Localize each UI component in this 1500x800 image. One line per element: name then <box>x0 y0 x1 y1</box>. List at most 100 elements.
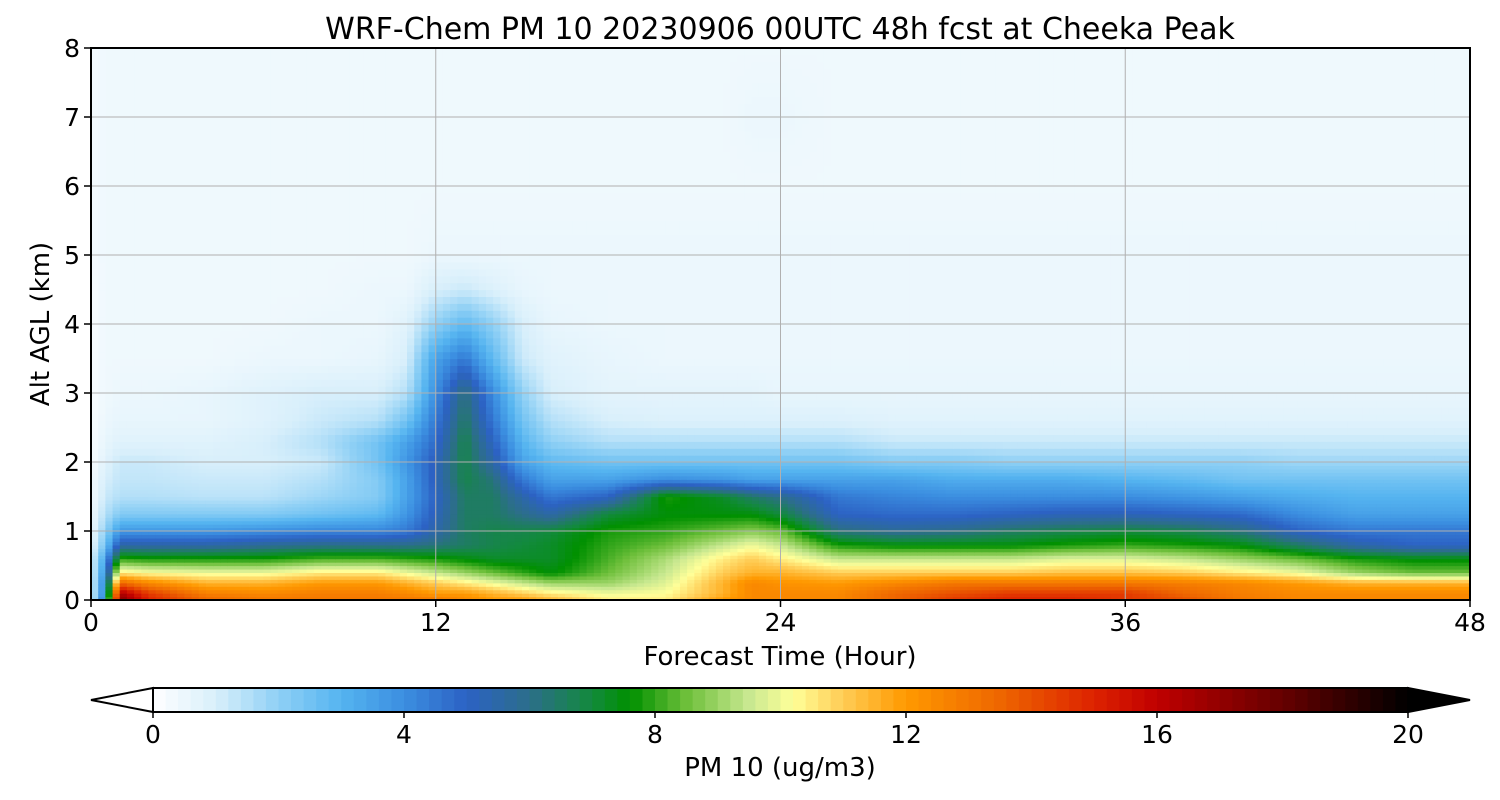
heatmap-cell <box>952 579 961 584</box>
heatmap-cell <box>277 582 286 587</box>
heatmap-cell <box>1232 593 1241 598</box>
heatmap-cell <box>737 513 746 518</box>
heatmap-cell <box>162 510 171 515</box>
heatmap-cell <box>730 586 738 591</box>
heatmap-cell <box>363 541 372 546</box>
heatmap-cell <box>385 589 394 594</box>
heatmap-cell <box>802 527 810 532</box>
heatmap-cell <box>1240 551 1248 556</box>
heatmap-cell <box>98 579 106 584</box>
heatmap-cell <box>1405 589 1414 594</box>
heatmap-cell <box>794 541 803 546</box>
heatmap-cell <box>1398 524 1406 529</box>
heatmap-cell <box>758 593 767 598</box>
heatmap-cell <box>931 568 940 573</box>
heatmap-cell <box>766 510 774 515</box>
heatmap-cell <box>730 579 738 584</box>
heatmap-cell <box>213 565 221 570</box>
heatmap-cell <box>1161 527 1169 532</box>
heatmap-cell <box>1419 544 1428 549</box>
heatmap-cell <box>292 555 300 560</box>
heatmap-cell <box>572 548 580 553</box>
heatmap-cell <box>600 548 609 553</box>
heatmap-cell <box>1340 582 1349 587</box>
heatmap-cell <box>758 562 767 567</box>
heatmap-cell <box>1132 541 1141 546</box>
heatmap-cell <box>363 527 372 532</box>
heatmap-cell <box>500 541 509 546</box>
heatmap-cell <box>1003 517 1011 522</box>
heatmap-cell <box>608 513 616 518</box>
heatmap-cell <box>1082 544 1090 549</box>
heatmap-cell <box>945 548 954 553</box>
heatmap-cell <box>105 586 114 591</box>
heatmap-cell <box>1046 513 1055 518</box>
heatmap-cell <box>464 593 473 598</box>
heatmap-cell <box>1089 537 1098 542</box>
heatmap-cell <box>371 513 379 518</box>
heatmap-cell <box>119 555 128 560</box>
heatmap-cell <box>687 589 695 594</box>
heatmap-cell <box>902 575 911 580</box>
heatmap-cell <box>830 596 839 600</box>
heatmap-cell <box>794 537 803 542</box>
heatmap-cell <box>471 537 480 542</box>
heatmap-cell <box>263 579 272 584</box>
heatmap-cell <box>1017 558 1026 563</box>
heatmap-cell <box>1326 534 1335 539</box>
heatmap-cell <box>651 593 659 598</box>
heatmap-cell <box>1319 541 1327 546</box>
heatmap-cell <box>1197 596 1205 600</box>
heatmap-cell <box>1010 544 1019 549</box>
heatmap-cell <box>708 568 717 573</box>
heatmap-cell <box>342 568 351 573</box>
heatmap-cell <box>1333 555 1342 560</box>
heatmap-cell <box>299 565 308 570</box>
heatmap-cell <box>1434 517 1442 522</box>
heatmap-cell <box>550 541 559 546</box>
heatmap-cell <box>952 589 961 594</box>
heatmap-cell <box>651 517 659 522</box>
heatmap-cell <box>902 562 911 567</box>
heatmap-cell <box>478 558 487 563</box>
heatmap-cell <box>1276 582 1284 587</box>
heatmap-cell <box>1441 513 1450 518</box>
heatmap-cell <box>1254 593 1263 598</box>
heatmap-cell <box>414 531 422 536</box>
heatmap-cell <box>1419 520 1428 525</box>
heatmap-cell <box>701 586 710 591</box>
heatmap-cell <box>1110 531 1119 536</box>
heatmap-cell <box>478 520 487 525</box>
heatmap-cell <box>198 551 207 556</box>
heatmap-cell <box>1441 544 1450 549</box>
heatmap-cell <box>995 579 1004 584</box>
heatmap-cell <box>938 551 947 556</box>
heatmap-cell <box>155 531 164 536</box>
heatmap-cell <box>1211 544 1220 549</box>
heatmap-cell <box>751 568 760 573</box>
heatmap-cell <box>708 541 717 546</box>
heatmap-cell <box>486 517 494 522</box>
heatmap-cell <box>442 548 451 553</box>
heatmap-cell <box>328 586 336 591</box>
heatmap-cell <box>579 548 588 553</box>
heatmap-cell <box>371 544 379 549</box>
heatmap-cell <box>1060 510 1069 515</box>
heatmap-cell <box>1161 513 1169 518</box>
heatmap-cell <box>184 582 193 587</box>
heatmap-cell <box>320 527 329 532</box>
heatmap-cell <box>687 555 695 560</box>
heatmap-cell <box>220 527 229 532</box>
heatmap-cell <box>363 513 372 518</box>
heatmap-cell <box>1412 596 1421 600</box>
heatmap-cell <box>672 555 681 560</box>
heatmap-cell <box>450 596 458 600</box>
heatmap-cell <box>1046 558 1055 563</box>
heatmap-cell <box>802 544 810 549</box>
heatmap-cell <box>155 582 164 587</box>
heatmap-cell <box>1462 544 1470 549</box>
heatmap-cell <box>600 575 609 580</box>
heatmap-cell <box>644 565 652 570</box>
heatmap-cell <box>450 517 458 522</box>
heatmap-cell <box>1398 586 1406 591</box>
